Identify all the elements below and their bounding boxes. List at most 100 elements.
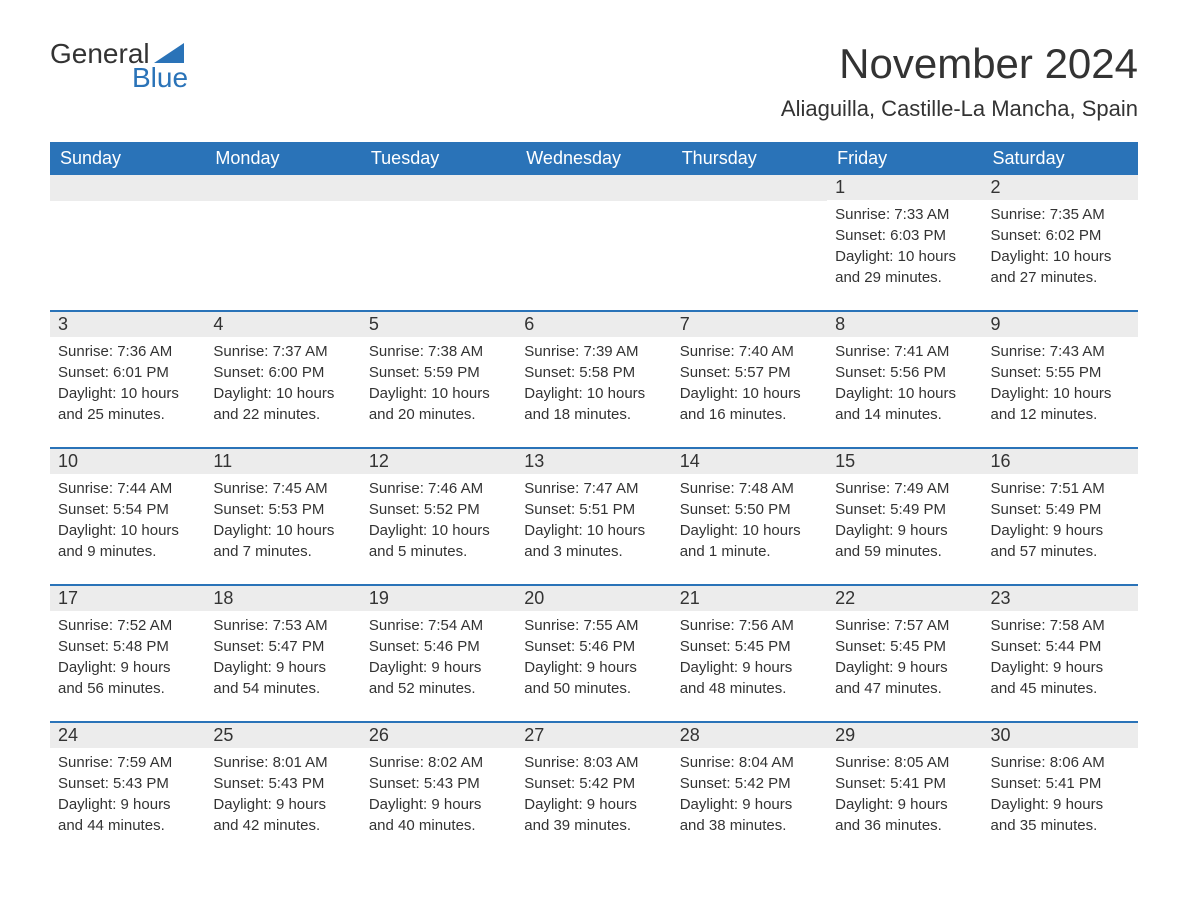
cell-daylight2: and 48 minutes.: [680, 678, 819, 699]
cell-sunset: Sunset: 5:44 PM: [991, 636, 1130, 657]
cell-body: Sunrise: 7:52 AMSunset: 5:48 PMDaylight:…: [50, 611, 205, 703]
cell-daylight1: Daylight: 10 hours: [680, 383, 819, 404]
calendar-cell: 10Sunrise: 7:44 AMSunset: 5:54 PMDayligh…: [50, 449, 205, 566]
cell-body: Sunrise: 8:05 AMSunset: 5:41 PMDaylight:…: [827, 748, 982, 840]
cell-body: Sunrise: 7:36 AMSunset: 6:01 PMDaylight:…: [50, 337, 205, 429]
cell-date: 26: [361, 723, 516, 748]
cell-sunrise: Sunrise: 7:52 AM: [58, 615, 197, 636]
cell-daylight2: and 12 minutes.: [991, 404, 1130, 425]
cell-sunset: Sunset: 6:01 PM: [58, 362, 197, 383]
cell-daylight2: and 56 minutes.: [58, 678, 197, 699]
cell-date: 30: [983, 723, 1138, 748]
cell-daylight2: and 35 minutes.: [991, 815, 1130, 836]
cell-body: Sunrise: 7:33 AMSunset: 6:03 PMDaylight:…: [827, 200, 982, 292]
cell-date: 5: [361, 312, 516, 337]
cell-daylight2: and 52 minutes.: [369, 678, 508, 699]
cell-daylight1: Daylight: 10 hours: [991, 383, 1130, 404]
logo-text-blue: Blue: [132, 64, 188, 92]
cell-daylight2: and 50 minutes.: [524, 678, 663, 699]
cell-body: Sunrise: 7:47 AMSunset: 5:51 PMDaylight:…: [516, 474, 671, 566]
day-header-monday: Monday: [205, 142, 360, 175]
cell-date: 1: [827, 175, 982, 200]
cell-body: Sunrise: 7:53 AMSunset: 5:47 PMDaylight:…: [205, 611, 360, 703]
calendar-cell: 7Sunrise: 7:40 AMSunset: 5:57 PMDaylight…: [672, 312, 827, 429]
calendar-cell: 30Sunrise: 8:06 AMSunset: 5:41 PMDayligh…: [983, 723, 1138, 840]
cell-date: 11: [205, 449, 360, 474]
cell-date: 9: [983, 312, 1138, 337]
cell-sunset: Sunset: 5:45 PM: [835, 636, 974, 657]
calendar-cell: 22Sunrise: 7:57 AMSunset: 5:45 PMDayligh…: [827, 586, 982, 703]
calendar-cell: 9Sunrise: 7:43 AMSunset: 5:55 PMDaylight…: [983, 312, 1138, 429]
cell-sunset: Sunset: 5:46 PM: [369, 636, 508, 657]
cell-daylight1: Daylight: 10 hours: [369, 520, 508, 541]
week-row: 24Sunrise: 7:59 AMSunset: 5:43 PMDayligh…: [50, 721, 1138, 840]
cell-daylight2: and 57 minutes.: [991, 541, 1130, 562]
calendar-cell: 11Sunrise: 7:45 AMSunset: 5:53 PMDayligh…: [205, 449, 360, 566]
calendar-cell: 28Sunrise: 8:04 AMSunset: 5:42 PMDayligh…: [672, 723, 827, 840]
cell-sunset: Sunset: 5:41 PM: [991, 773, 1130, 794]
cell-sunset: Sunset: 5:53 PM: [213, 499, 352, 520]
cell-body: Sunrise: 8:03 AMSunset: 5:42 PMDaylight:…: [516, 748, 671, 840]
cell-date: [672, 175, 827, 201]
cell-date: 17: [50, 586, 205, 611]
cell-sunrise: Sunrise: 7:47 AM: [524, 478, 663, 499]
cell-daylight1: Daylight: 9 hours: [680, 657, 819, 678]
calendar-cell: 26Sunrise: 8:02 AMSunset: 5:43 PMDayligh…: [361, 723, 516, 840]
cell-sunrise: Sunrise: 8:04 AM: [680, 752, 819, 773]
cell-sunrise: Sunrise: 7:56 AM: [680, 615, 819, 636]
cell-sunset: Sunset: 5:47 PM: [213, 636, 352, 657]
week-row: 1Sunrise: 7:33 AMSunset: 6:03 PMDaylight…: [50, 175, 1138, 292]
cell-sunrise: Sunrise: 7:59 AM: [58, 752, 197, 773]
cell-sunrise: Sunrise: 7:41 AM: [835, 341, 974, 362]
day-header-saturday: Saturday: [983, 142, 1138, 175]
calendar-cell: 27Sunrise: 8:03 AMSunset: 5:42 PMDayligh…: [516, 723, 671, 840]
cell-sunset: Sunset: 5:58 PM: [524, 362, 663, 383]
cell-daylight1: Daylight: 10 hours: [58, 520, 197, 541]
day-header-thursday: Thursday: [672, 142, 827, 175]
cell-daylight2: and 38 minutes.: [680, 815, 819, 836]
cell-date: 18: [205, 586, 360, 611]
cell-sunrise: Sunrise: 8:05 AM: [835, 752, 974, 773]
cell-daylight2: and 39 minutes.: [524, 815, 663, 836]
calendar-cell: [672, 175, 827, 292]
cell-daylight2: and 3 minutes.: [524, 541, 663, 562]
calendar-cell: 25Sunrise: 8:01 AMSunset: 5:43 PMDayligh…: [205, 723, 360, 840]
cell-body: Sunrise: 7:46 AMSunset: 5:52 PMDaylight:…: [361, 474, 516, 566]
cell-sunset: Sunset: 5:49 PM: [835, 499, 974, 520]
calendar-cell: 21Sunrise: 7:56 AMSunset: 5:45 PMDayligh…: [672, 586, 827, 703]
calendar-cell: 4Sunrise: 7:37 AMSunset: 6:00 PMDaylight…: [205, 312, 360, 429]
cell-daylight2: and 45 minutes.: [991, 678, 1130, 699]
cell-sunrise: Sunrise: 7:51 AM: [991, 478, 1130, 499]
cell-daylight2: and 5 minutes.: [369, 541, 508, 562]
cell-body: Sunrise: 7:35 AMSunset: 6:02 PMDaylight:…: [983, 200, 1138, 292]
cell-daylight1: Daylight: 10 hours: [213, 520, 352, 541]
cell-date: 3: [50, 312, 205, 337]
cell-date: 14: [672, 449, 827, 474]
calendar-cell: 13Sunrise: 7:47 AMSunset: 5:51 PMDayligh…: [516, 449, 671, 566]
calendar: Sunday Monday Tuesday Wednesday Thursday…: [50, 142, 1138, 840]
cell-sunset: Sunset: 5:57 PM: [680, 362, 819, 383]
cell-date: 4: [205, 312, 360, 337]
cell-body: Sunrise: 8:06 AMSunset: 5:41 PMDaylight:…: [983, 748, 1138, 840]
cell-daylight1: Daylight: 9 hours: [213, 657, 352, 678]
cell-date: 8: [827, 312, 982, 337]
cell-date: [205, 175, 360, 201]
cell-sunset: Sunset: 5:48 PM: [58, 636, 197, 657]
cell-date: 16: [983, 449, 1138, 474]
cell-date: 10: [50, 449, 205, 474]
cell-date: 21: [672, 586, 827, 611]
cell-sunrise: Sunrise: 8:06 AM: [991, 752, 1130, 773]
cell-sunset: Sunset: 5:54 PM: [58, 499, 197, 520]
cell-body: Sunrise: 8:01 AMSunset: 5:43 PMDaylight:…: [205, 748, 360, 840]
logo: General Blue: [50, 40, 188, 92]
cell-body: Sunrise: 7:45 AMSunset: 5:53 PMDaylight:…: [205, 474, 360, 566]
cell-sunrise: Sunrise: 7:54 AM: [369, 615, 508, 636]
calendar-cell: 23Sunrise: 7:58 AMSunset: 5:44 PMDayligh…: [983, 586, 1138, 703]
calendar-cell: 29Sunrise: 8:05 AMSunset: 5:41 PMDayligh…: [827, 723, 982, 840]
cell-daylight1: Daylight: 9 hours: [991, 794, 1130, 815]
calendar-cell: [205, 175, 360, 292]
cell-sunrise: Sunrise: 7:36 AM: [58, 341, 197, 362]
cell-body: Sunrise: 8:02 AMSunset: 5:43 PMDaylight:…: [361, 748, 516, 840]
cell-daylight2: and 27 minutes.: [991, 267, 1130, 288]
cell-date: [516, 175, 671, 201]
